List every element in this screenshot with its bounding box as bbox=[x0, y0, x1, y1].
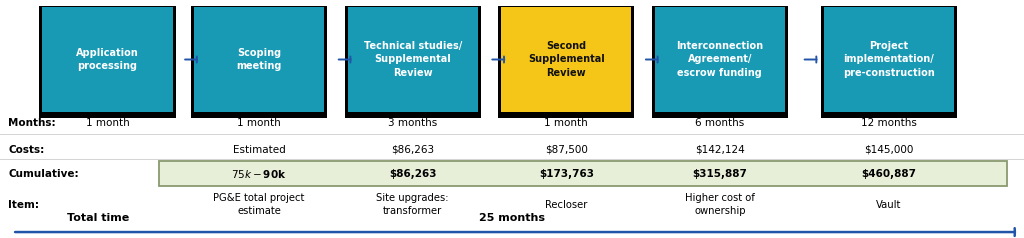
FancyBboxPatch shape bbox=[42, 7, 172, 112]
FancyBboxPatch shape bbox=[651, 6, 788, 118]
Text: $173,763: $173,763 bbox=[539, 169, 594, 179]
FancyBboxPatch shape bbox=[344, 6, 481, 118]
FancyBboxPatch shape bbox=[655, 7, 784, 112]
Text: $145,000: $145,000 bbox=[864, 145, 913, 155]
Text: Interconnection
Agreement/
escrow funding: Interconnection Agreement/ escrow fundin… bbox=[676, 41, 764, 78]
Text: $460,887: $460,887 bbox=[861, 169, 916, 179]
FancyBboxPatch shape bbox=[190, 6, 328, 118]
FancyBboxPatch shape bbox=[195, 7, 324, 112]
Text: $86,263: $86,263 bbox=[389, 169, 436, 179]
FancyBboxPatch shape bbox=[823, 7, 954, 112]
Text: Higher cost of
ownership: Higher cost of ownership bbox=[685, 193, 755, 216]
Text: Scoping
meeting: Scoping meeting bbox=[237, 48, 282, 71]
Text: Application
processing: Application processing bbox=[76, 48, 139, 71]
FancyBboxPatch shape bbox=[39, 6, 176, 118]
FancyBboxPatch shape bbox=[348, 7, 477, 112]
FancyBboxPatch shape bbox=[159, 161, 1007, 186]
Text: Total time: Total time bbox=[67, 213, 129, 223]
Text: 12 months: 12 months bbox=[861, 118, 916, 128]
Text: 1 month: 1 month bbox=[86, 118, 129, 128]
Text: $75k - $90k: $75k - $90k bbox=[231, 168, 287, 180]
Text: Second
Supplemental
Review: Second Supplemental Review bbox=[528, 41, 604, 78]
Text: 6 months: 6 months bbox=[695, 118, 744, 128]
Text: Project
implementation/
pre-construction: Project implementation/ pre-construction bbox=[843, 41, 935, 78]
Text: 3 months: 3 months bbox=[388, 118, 437, 128]
Text: 25 months: 25 months bbox=[479, 213, 545, 223]
Text: 1 month: 1 month bbox=[238, 118, 281, 128]
Text: Estimated: Estimated bbox=[232, 145, 286, 155]
Text: Cumulative:: Cumulative: bbox=[8, 169, 79, 179]
Text: Item:: Item: bbox=[8, 200, 39, 210]
Text: 1 month: 1 month bbox=[545, 118, 588, 128]
Text: PG&E total project
estimate: PG&E total project estimate bbox=[213, 193, 305, 216]
Text: $86,263: $86,263 bbox=[391, 145, 434, 155]
Text: Technical studies/
Supplemental
Review: Technical studies/ Supplemental Review bbox=[364, 41, 462, 78]
Text: Site upgrades:
transformer: Site upgrades: transformer bbox=[377, 193, 449, 216]
FancyBboxPatch shape bbox=[502, 7, 631, 112]
Text: $87,500: $87,500 bbox=[545, 145, 588, 155]
Text: $315,887: $315,887 bbox=[692, 169, 748, 179]
FancyBboxPatch shape bbox=[821, 6, 956, 118]
Text: $142,124: $142,124 bbox=[695, 145, 744, 155]
Text: Months:: Months: bbox=[8, 118, 56, 128]
Text: Costs:: Costs: bbox=[8, 145, 44, 155]
Text: Recloser: Recloser bbox=[545, 200, 588, 210]
Text: Vault: Vault bbox=[877, 200, 901, 210]
FancyBboxPatch shape bbox=[499, 6, 635, 118]
